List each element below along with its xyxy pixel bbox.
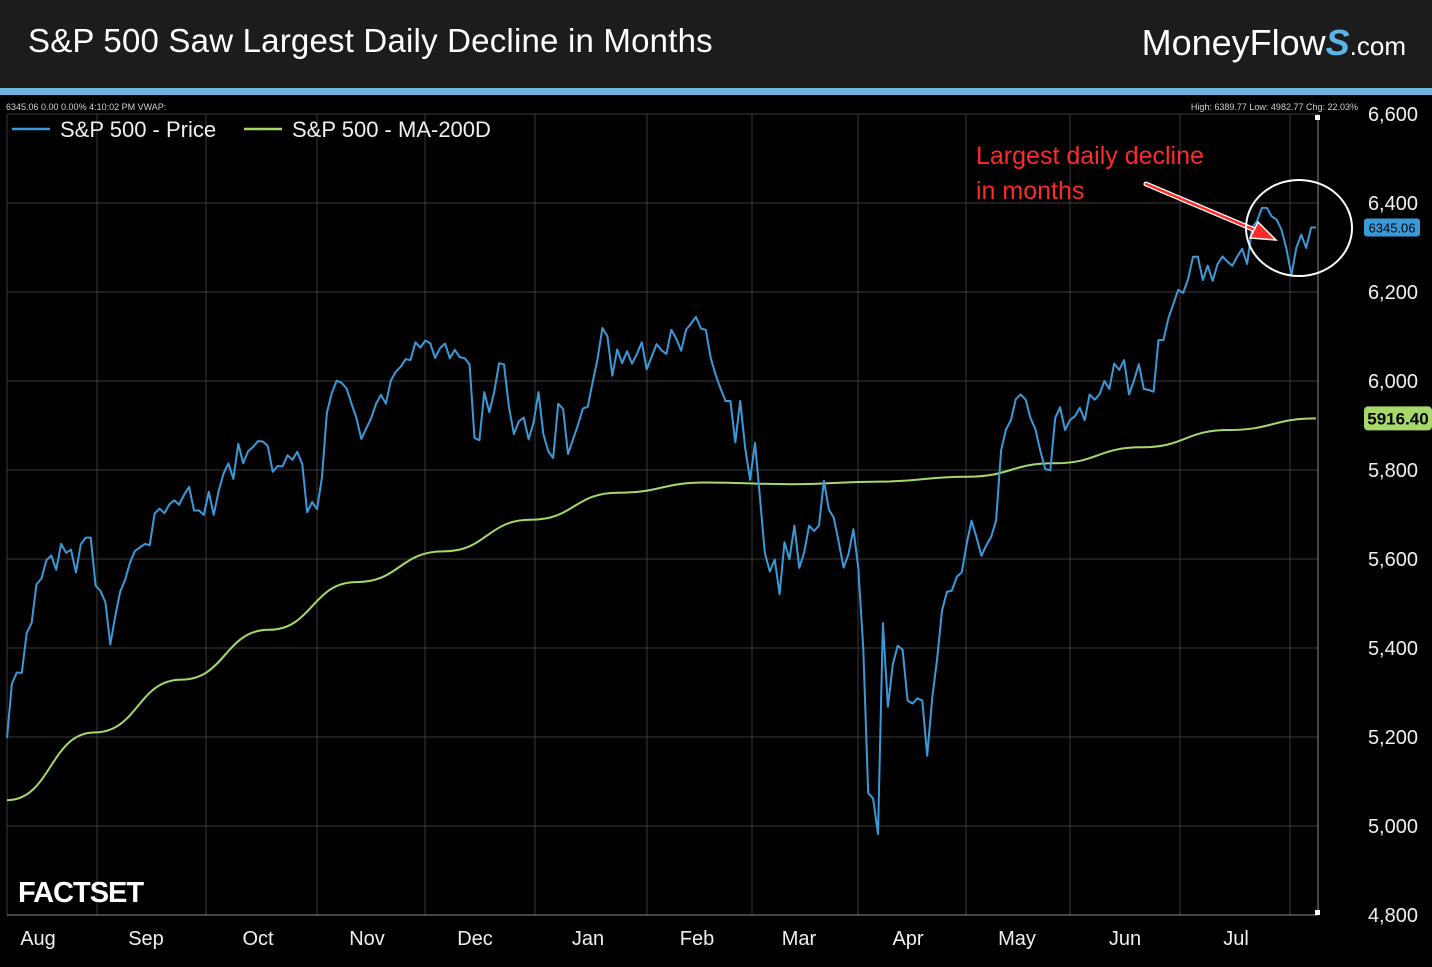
y-tick-label: 6,400 <box>1368 193 1418 215</box>
x-tick-label: Jul <box>1223 928 1249 950</box>
price-series <box>6 206 1316 835</box>
legend-label-ma: S&P 500 - MA-200D <box>292 117 491 142</box>
x-tick-label: May <box>998 928 1036 950</box>
brand-logo: MoneyFlowS.com <box>1142 22 1406 64</box>
y-tick-label: 6,000 <box>1368 371 1418 393</box>
corner-marker <box>1315 115 1320 120</box>
x-tick-label: Feb <box>680 928 714 950</box>
x-tick-label: Dec <box>457 928 493 950</box>
x-tick-label: Sep <box>128 928 164 950</box>
x-tick-label: Nov <box>349 928 385 950</box>
legend: S&P 500 - Price S&P 500 - MA-200D <box>12 117 491 142</box>
x-axis-ticks: Aug Sep Oct Nov Dec Jan Feb Mar Apr May Jun Jul <box>20 928 1249 950</box>
gridlines <box>6 113 1318 916</box>
annotation-arrow <box>1144 182 1264 235</box>
y-tick-label: 5,400 <box>1368 638 1418 660</box>
brand-main: MoneyFlow <box>1141 22 1326 63</box>
highlight-circle <box>1245 179 1353 277</box>
x-tick-label: Aug <box>20 928 56 950</box>
ma-200d-series <box>6 417 1317 802</box>
y-tick-label: 5,200 <box>1368 727 1418 749</box>
x-tick-label: Mar <box>782 928 817 950</box>
accent-bar <box>0 88 1432 95</box>
y-tick-label: 6,200 <box>1368 282 1418 304</box>
y-tick-label: 5,000 <box>1368 816 1418 838</box>
page-title: S&P 500 Saw Largest Daily Decline in Mon… <box>28 22 713 59</box>
price-last-badge <box>1364 218 1420 237</box>
legend-label-price: S&P 500 - Price <box>60 117 216 142</box>
y-tick-label: 4,800 <box>1368 905 1418 927</box>
annotation: Largest daily decline in months <box>976 142 1353 277</box>
x-tick-label: Jun <box>1109 928 1141 950</box>
annotation-line-2: in months <box>976 177 1084 205</box>
info-right: High: 6389.77 Low: 4982.77 Chg: 22.03% <box>1191 102 1358 112</box>
info-left: 6345.06 0.00 0.00% 4:10:02 PM VWAP: <box>6 102 166 112</box>
plot-frame <box>7 114 1320 916</box>
brand-suffix: .com <box>1349 31 1406 61</box>
brand-s: S <box>1325 22 1350 63</box>
annotation-arrowhead <box>1248 220 1278 241</box>
x-tick-label: Apr <box>892 928 923 950</box>
header-bar: S&P 500 Saw Largest Daily Decline in Mon… <box>0 0 1432 88</box>
x-tick-label: Oct <box>242 928 274 950</box>
y-axis-ticks: 6,600 6,400 6,200 6,000 5,800 5,600 5,400 5,200… <box>1368 104 1418 927</box>
corner-marker <box>1315 910 1320 915</box>
ma-last-value: 5916.40 <box>1367 409 1428 428</box>
y-tick-label: 5,800 <box>1368 460 1418 482</box>
y-tick-label: 6,600 <box>1368 104 1418 126</box>
x-tick-label: Jan <box>572 928 604 950</box>
ma-200d-line <box>6 417 1317 802</box>
line-chart: 6345.06 0.00 0.00% 4:10:02 PM VWAP: High… <box>0 95 1432 967</box>
last-value-badges: 6345.06 5916.40 <box>1364 218 1432 431</box>
y-tick-label: 5,600 <box>1368 549 1418 571</box>
price-line <box>6 206 1316 835</box>
factset-watermark: FACTSET <box>18 877 144 909</box>
price-last-value: 6345.06 <box>1369 221 1416 236</box>
chart-background <box>0 95 1432 967</box>
ma-last-badge <box>1364 406 1432 431</box>
annotation-line-1: Largest daily decline <box>976 142 1204 170</box>
